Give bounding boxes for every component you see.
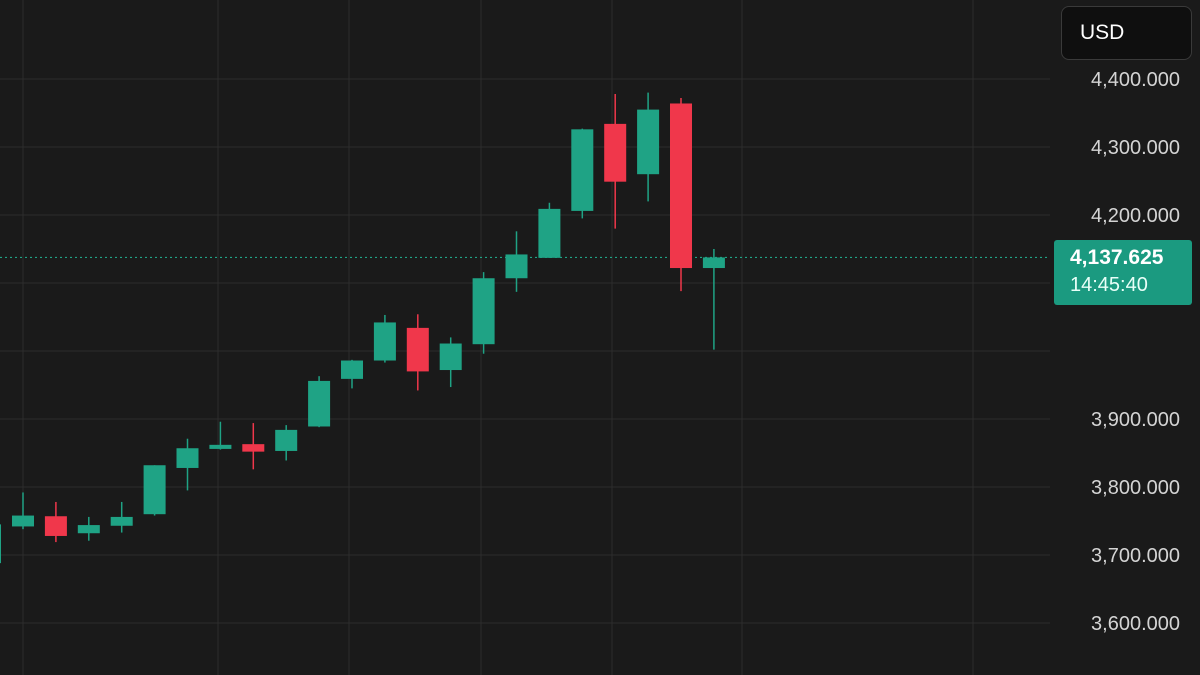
price-tick-label: 3,700.000 xyxy=(1091,545,1180,567)
candles xyxy=(0,92,725,564)
candle-body xyxy=(44,516,67,536)
candle-countdown: 14:45:40 xyxy=(1070,274,1148,296)
price-tick-label: 3,600.000 xyxy=(1091,613,1180,635)
candle-body xyxy=(637,109,660,175)
currency-selector-button[interactable]: USD xyxy=(1061,6,1192,60)
candle-body xyxy=(12,515,34,527)
candle-body xyxy=(604,123,627,182)
candle-body xyxy=(176,448,199,468)
candle-body xyxy=(538,208,561,258)
candle-body xyxy=(341,360,363,379)
candle-body xyxy=(373,322,396,361)
price-tick-label: 3,800.000 xyxy=(1091,477,1180,499)
price-tick-label: 4,400.000 xyxy=(1091,69,1180,91)
price-tick-label: 3,900.000 xyxy=(1091,409,1180,431)
price-axis[interactable]: 3,600.000 3,700.000 3,800.000 3,900.000 4,20… xyxy=(1091,69,1180,635)
candle-body xyxy=(110,516,133,526)
candle-body xyxy=(143,465,166,515)
candle-body xyxy=(670,103,692,269)
candle-body xyxy=(505,254,528,279)
candle-body xyxy=(702,257,725,269)
candle-body xyxy=(439,343,462,371)
last-price-tag: 4,137.625 14:45:40 xyxy=(1054,240,1192,305)
candle-body xyxy=(308,380,331,427)
candle-body xyxy=(77,525,100,534)
price-tick-label: 4,300.000 xyxy=(1091,137,1180,159)
candle-body xyxy=(242,444,265,452)
candle-body xyxy=(406,327,429,372)
grid xyxy=(0,0,1050,675)
price-tick-label: 4,200.000 xyxy=(1091,205,1180,227)
candle-body xyxy=(275,429,298,451)
candle-body xyxy=(571,129,594,211)
currency-label: USD xyxy=(1080,21,1125,44)
candle-body xyxy=(209,444,232,449)
last-price-value: 4,137.625 xyxy=(1070,246,1164,269)
candle-body xyxy=(472,278,495,345)
